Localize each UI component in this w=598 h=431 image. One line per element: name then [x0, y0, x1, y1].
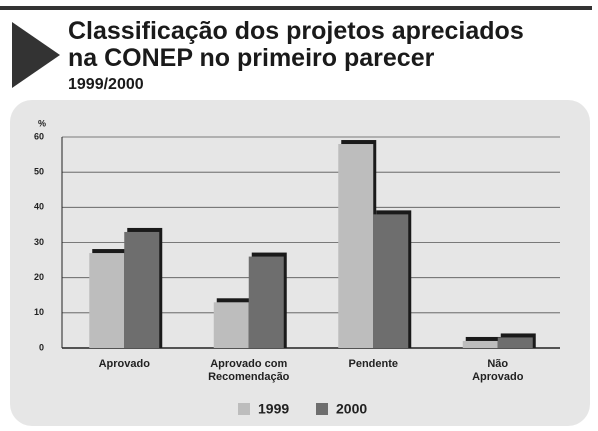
bar	[373, 214, 409, 348]
arrow-icon	[12, 22, 60, 88]
y-tick-label: 50	[34, 167, 44, 177]
y-tick-label: 30	[34, 237, 44, 247]
x-tick-label: Não Aprovado	[472, 358, 524, 383]
bar	[89, 253, 125, 348]
legend-swatch	[316, 403, 328, 415]
y-tick-label: 20	[34, 272, 44, 282]
legend-swatch	[238, 403, 250, 415]
bar	[462, 340, 498, 348]
bar	[213, 302, 249, 348]
bar	[248, 256, 284, 348]
legend-label: 2000	[336, 401, 367, 417]
x-tick-label: Aprovado com Recomendação	[208, 358, 290, 383]
x-tick-label: Pendente	[348, 358, 398, 370]
y-tick-label: 10	[34, 307, 44, 317]
title-line: Classificação dos projetos apreciados	[68, 17, 524, 45]
title-line: na CONEP no primeiro parecer	[68, 44, 435, 72]
y-tick-label: 0	[39, 342, 44, 352]
y-tick-label: 60	[34, 131, 44, 141]
x-tick-label: Aprovado	[98, 358, 150, 370]
bar	[497, 337, 533, 348]
bar	[124, 231, 160, 348]
subtitle: 1999/2000	[68, 76, 144, 93]
y-axis-label: %	[38, 118, 46, 128]
y-tick-label: 40	[34, 202, 44, 212]
legend-label: 1999	[258, 401, 289, 417]
top-rule	[0, 6, 592, 10]
bar	[338, 144, 374, 348]
